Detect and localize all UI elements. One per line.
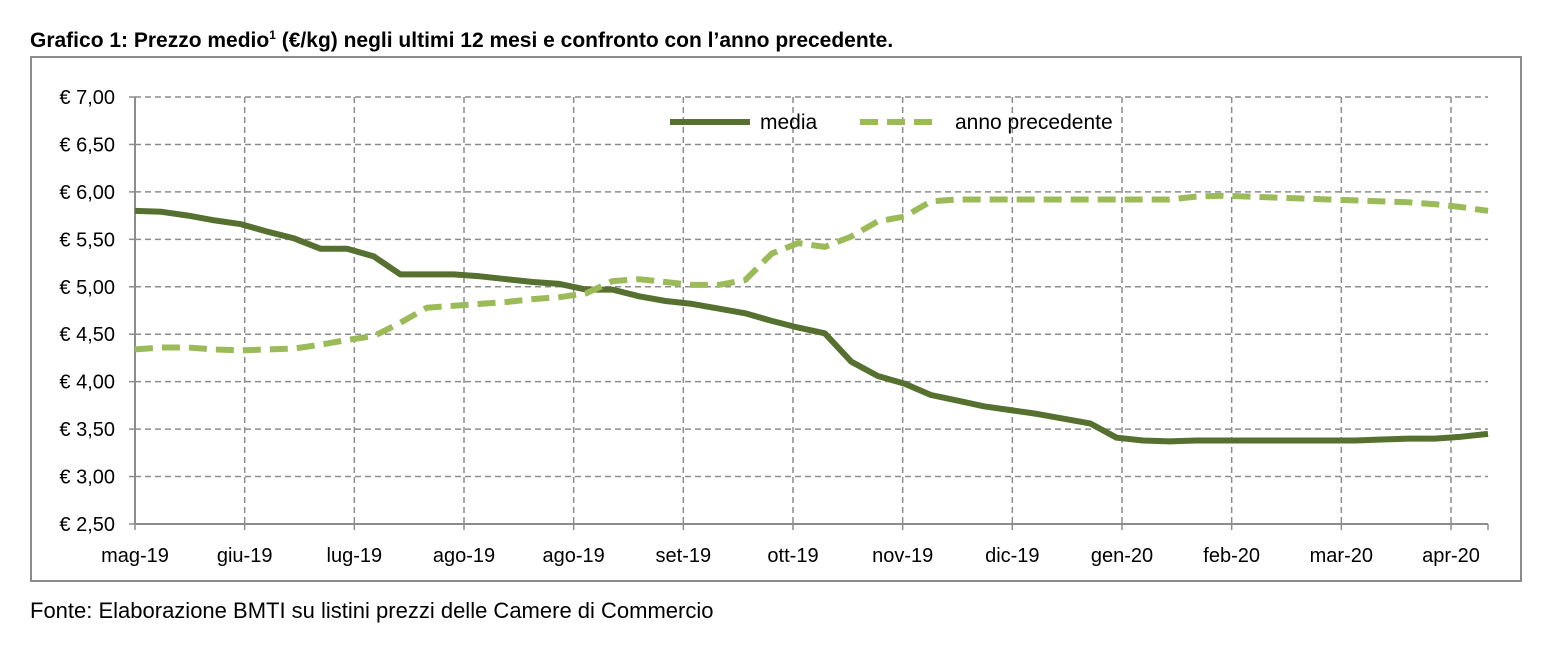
x-tick-label: ago-19 bbox=[433, 545, 495, 567]
grid-lines bbox=[135, 96, 1488, 524]
chart-title-main: Grafico 1: Prezzo medio bbox=[30, 29, 270, 52]
x-tick-label: ott-19 bbox=[767, 545, 818, 567]
series-lines bbox=[134, 192, 1489, 445]
y-tick-label: € 6,50 bbox=[59, 134, 115, 156]
x-tick-label: gen-20 bbox=[1091, 545, 1153, 567]
x-tick-label: dic-19 bbox=[985, 545, 1039, 567]
legend: media anno precedente bbox=[670, 111, 1113, 134]
chart-title-rest: (€/kg) negli ultimi 12 mesi e confronto … bbox=[275, 29, 894, 52]
x-tick-label: feb-20 bbox=[1203, 545, 1260, 567]
legend-item-anno-precedente-label: anno precedente bbox=[955, 111, 1113, 134]
x-tick-label: giu-19 bbox=[217, 545, 273, 567]
y-tick-label: € 6,00 bbox=[59, 182, 115, 204]
y-tick-label: € 5,50 bbox=[59, 229, 115, 251]
x-tick-label: mag-19 bbox=[101, 545, 169, 567]
legend-item-media-label: media bbox=[760, 111, 818, 134]
chart-frame bbox=[30, 56, 1522, 582]
x-tick-label: nov-19 bbox=[872, 545, 933, 567]
x-tick-label: apr-20 bbox=[1422, 545, 1480, 567]
x-tick-label: mar-20 bbox=[1310, 545, 1373, 567]
y-tick-label: € 2,50 bbox=[59, 514, 115, 536]
y-tick-label: € 4,50 bbox=[59, 324, 115, 346]
series-line-anno-precedente bbox=[134, 192, 1489, 354]
x-tick-label: ago-19 bbox=[543, 545, 605, 567]
axes: € 2,50 € 3,00 € 3,50 € 4,00 € 4,50 € 5,00 € 5,… bbox=[59, 87, 1489, 567]
series-line-media bbox=[134, 207, 1489, 445]
chart-title: Grafico 1: Prezzo medio1 (€/kg) negli ul… bbox=[30, 28, 893, 53]
x-tick-label: lug-19 bbox=[327, 545, 383, 567]
y-tick-label: € 3,00 bbox=[59, 467, 115, 489]
y-tick-label: € 4,00 bbox=[59, 372, 115, 394]
x-tick-label: set-19 bbox=[656, 545, 712, 567]
chart-title-footnote: 1 bbox=[269, 28, 276, 42]
y-tick-label: € 5,00 bbox=[59, 277, 115, 299]
y-tick-label: € 7,00 bbox=[59, 87, 115, 109]
source-note: Fonte: Elaborazione BMTI su listini prez… bbox=[30, 598, 714, 623]
y-tick-label: € 3,50 bbox=[59, 419, 115, 441]
